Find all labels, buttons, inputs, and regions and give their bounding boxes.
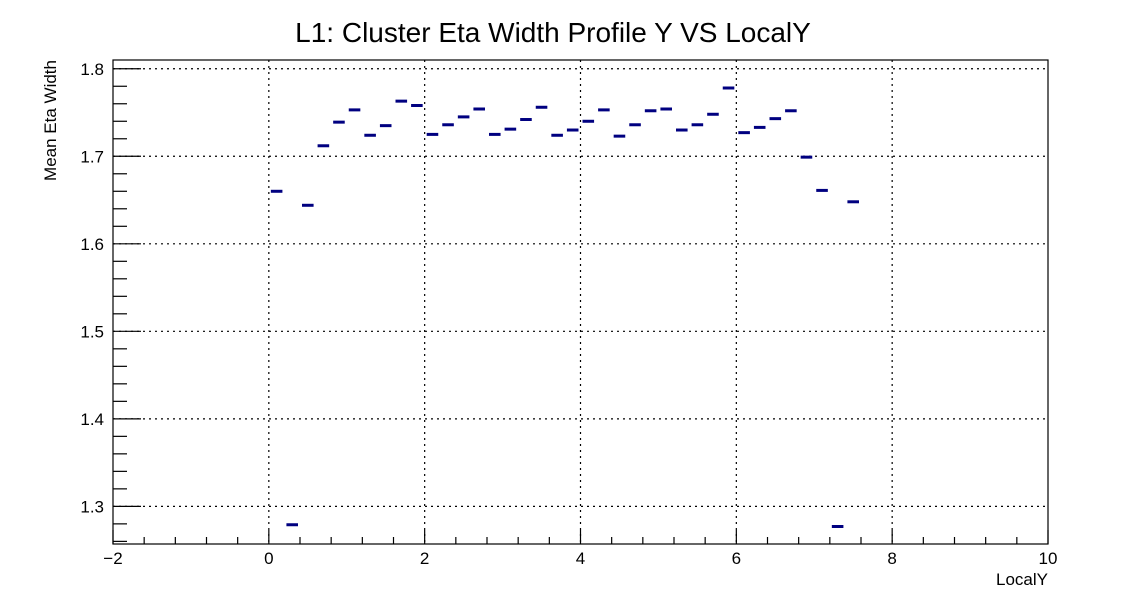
x-tick-label: 8	[887, 549, 896, 568]
y-tick-label: 1.5	[80, 322, 104, 341]
x-tick-label: 4	[576, 549, 585, 568]
x-tick-label: −2	[103, 549, 122, 568]
y-tick-label: 1.6	[80, 235, 104, 254]
data-points	[270, 86, 859, 528]
y-tick-label: 1.8	[80, 60, 104, 79]
y-tick-labels: 1.3 1.4 1.5 1.6 1.7 1.8	[80, 60, 104, 517]
x-axis-label: LocalY	[996, 570, 1048, 589]
plot-frame	[112, 59, 1049, 545]
y-axis-label: Mean Eta Width	[41, 60, 60, 181]
chart-title: L1: Cluster Eta Width Profile Y VS Local…	[295, 17, 811, 48]
x-tick-label: 0	[264, 549, 273, 568]
y-tick-label: 1.7	[80, 147, 104, 166]
grid	[113, 60, 1048, 544]
axis-ticks	[112, 68, 1049, 544]
x-tick-label: 10	[1039, 549, 1058, 568]
x-tick-label: 2	[420, 549, 429, 568]
y-tick-label: 1.3	[80, 497, 104, 516]
x-tick-label: 6	[732, 549, 741, 568]
y-tick-label: 1.4	[80, 410, 104, 429]
x-tick-labels: −2 0 2 4 6 8 10	[103, 549, 1057, 568]
